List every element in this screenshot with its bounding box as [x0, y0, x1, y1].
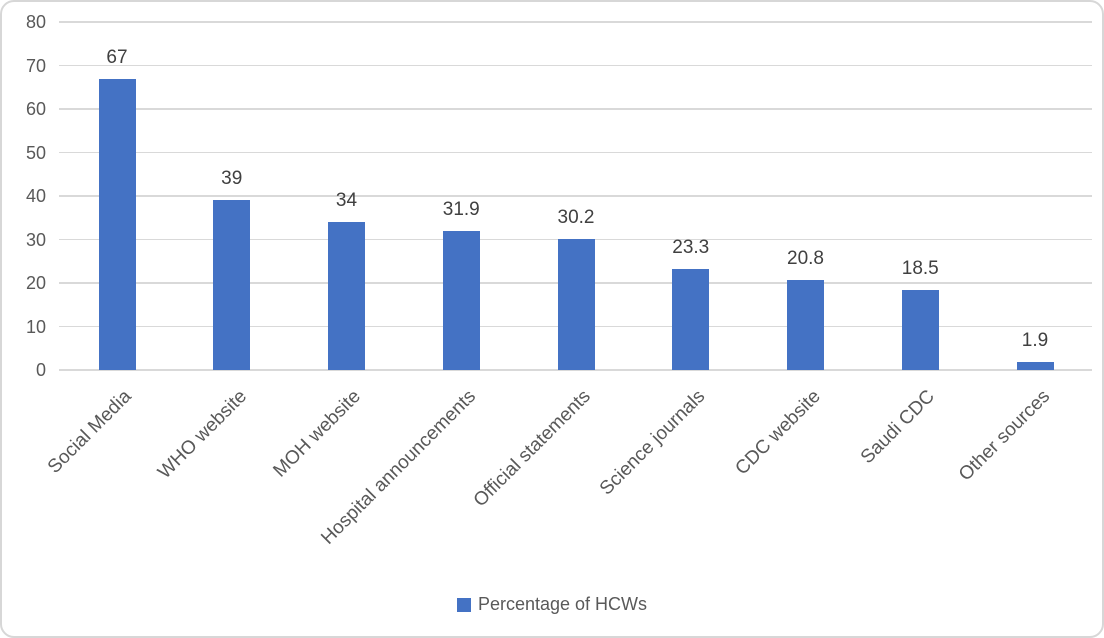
- bar-value-label: 30.2: [557, 206, 595, 228]
- x-axis-category-label: Social Media: [44, 386, 136, 478]
- bar-other-sources: [1016, 361, 1054, 370]
- x-axis-category-label: Official statements: [469, 386, 595, 512]
- x-axis-category-label: MOH website: [269, 386, 366, 482]
- x-axis-category-label: Other sources: [954, 386, 1054, 486]
- gridline-70: [59, 64, 1092, 67]
- legend-label: Percentage of HCWs: [477, 594, 648, 614]
- bar-value-label: 31.9: [442, 199, 480, 221]
- bar-value-label: 20.8: [787, 247, 824, 269]
- y-axis-tick-label: 20: [25, 273, 46, 293]
- y-axis-tick-label: 0: [35, 360, 46, 380]
- bar-value-label: 67: [106, 46, 128, 68]
- legend: Percentage of HCWs: [2, 594, 1102, 615]
- gridline-0: [59, 369, 1092, 371]
- y-axis-tick-label: 30: [25, 229, 46, 250]
- x-axis-category-label: WHO website: [153, 386, 251, 483]
- gridline-80: [59, 21, 1092, 23]
- bar-value-label: 34: [335, 190, 358, 212]
- y-axis-tick-label: 40: [25, 186, 46, 206]
- bar-value-label: 18.5: [901, 257, 939, 279]
- gridline-50: [59, 151, 1092, 154]
- y-axis-tick-label: 50: [25, 142, 46, 163]
- bar-who-website: [213, 200, 251, 370]
- bar-value-label: 39: [221, 168, 243, 190]
- bar-moh-website: [328, 222, 365, 370]
- bar-social-media: [98, 78, 136, 370]
- y-axis-tick-label: 10: [25, 316, 46, 337]
- bar-official-statements: [557, 238, 595, 370]
- bar-saudi-cdc: [901, 289, 939, 370]
- x-axis-category-label: Science journals: [596, 386, 710, 500]
- gridline-60: [59, 108, 1092, 110]
- x-axis-category-label: CDC website: [731, 386, 825, 480]
- y-axis-tick-label: 80: [25, 12, 46, 32]
- y-axis-tick-label: 70: [25, 55, 46, 76]
- bar-hospital-announcements: [442, 231, 480, 370]
- bar-value-label: 1.9: [1021, 329, 1049, 351]
- x-axis-category-label: Saudi CDC: [857, 386, 940, 469]
- bar-science-journals: [672, 268, 710, 370]
- legend-swatch: [456, 597, 471, 612]
- y-axis-tick-label: 60: [25, 99, 46, 119]
- gridline-40: [59, 195, 1092, 197]
- bar-value-label: 23.3: [672, 236, 710, 258]
- bar-cdc-website: [787, 279, 824, 370]
